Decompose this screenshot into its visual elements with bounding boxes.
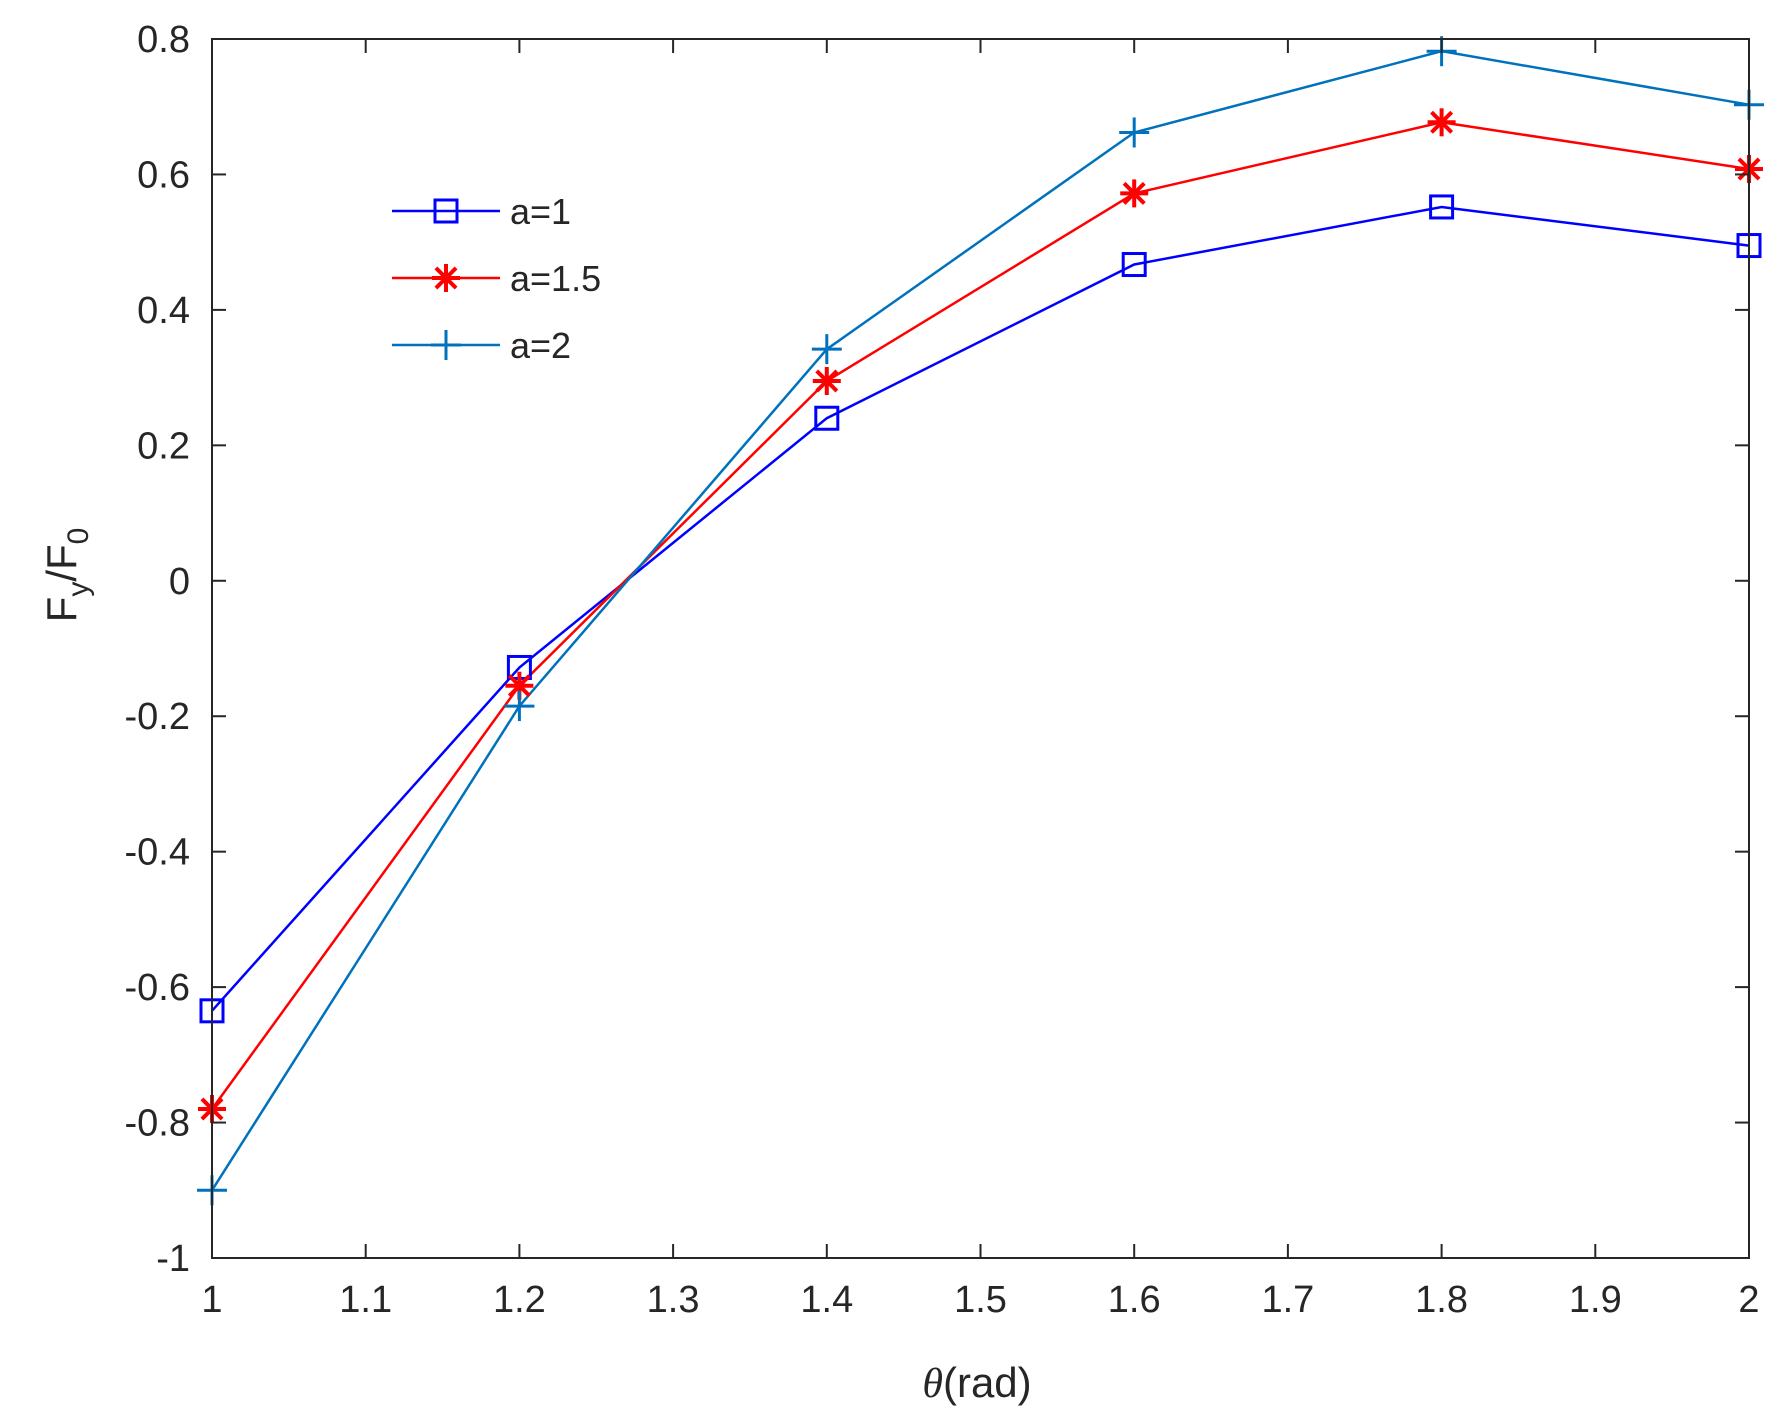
- x-tick-label-2: 1.1: [339, 1279, 392, 1321]
- series-1-point-5: [1429, 194, 1455, 220]
- y-tick-label-5: -0.2: [125, 696, 190, 738]
- y-axis-title: Fy/F0: [38, 528, 95, 623]
- y-tick-label-3: -0.6: [125, 967, 190, 1009]
- legend-label-2: a=1.5: [510, 258, 601, 299]
- legend-item-2: a=1.5: [392, 258, 601, 299]
- y-tick-label-6: 0: [169, 561, 190, 603]
- series-1-point-4: [1121, 252, 1147, 278]
- legend-item-3: a=2: [392, 325, 571, 366]
- y-axis-title-sub-y: y: [62, 582, 95, 597]
- plot-lines: [210, 49, 1750, 1191]
- y-tick-label-10: 0.8: [137, 19, 190, 61]
- series-2-point-5: [1427, 108, 1456, 137]
- x-tick-label-8: 1.7: [1261, 1279, 1314, 1321]
- series-1-point-3: [814, 405, 840, 431]
- legend-marker-2: [432, 264, 460, 292]
- y-tick-label-4: -0.4: [125, 832, 190, 874]
- series-3-point-3: [811, 334, 842, 365]
- y-tick-label-7: 0.2: [137, 425, 190, 467]
- series-1-point-4-shape: [1121, 252, 1147, 278]
- series-line-1: [211, 205, 1750, 1012]
- series-2-point-5-d2: [1430, 110, 1454, 134]
- x-tick-label-3: 1.2: [493, 1279, 546, 1321]
- legend: a=1 a=1.5 a=2: [392, 191, 601, 366]
- legend-label-3: a=2: [510, 325, 571, 366]
- y-axis-title-sep: /F: [38, 544, 85, 581]
- legend-label-1: a=1: [510, 191, 571, 232]
- x-tick-label-9: 1.8: [1415, 1279, 1468, 1321]
- legend-marker-1-shape: [433, 198, 459, 224]
- series-line-2: [210, 121, 1750, 1110]
- tick-labels: 1 1.1 1.2 1.3 1.4 1.5 1.6 1.7 1.8 1.9 2 -1 -0.8 -0.6 -…: [125, 19, 1760, 1321]
- x-axis-title-unit: (rad): [943, 1359, 1032, 1406]
- series-3-point-4: [1119, 117, 1150, 148]
- x-tick-label-4: 1.3: [647, 1279, 700, 1321]
- legend-item-1: a=1: [392, 191, 571, 232]
- y-axis-title-sub-0: 0: [62, 528, 95, 545]
- legend-marker-3: [431, 330, 461, 360]
- y-axis-title-base: F: [38, 597, 85, 623]
- x-axis-title-symbol: θ: [922, 1361, 943, 1407]
- x-tick-label-10: 1.9: [1569, 1279, 1622, 1321]
- axes: [211, 38, 1750, 1259]
- series-line-3: [210, 49, 1750, 1191]
- y-tick-label-2: -0.8: [125, 1103, 190, 1145]
- series-1-point-5-shape: [1429, 194, 1455, 220]
- x-tick-label-5: 1.4: [800, 1279, 853, 1321]
- series-2-point-4: [1120, 179, 1149, 208]
- x-tick-label-11: 2: [1738, 1279, 1759, 1321]
- series-1-point-3-shape: [814, 405, 840, 431]
- y-tick-label-1: -1: [156, 1238, 190, 1280]
- x-tick-label-7: 1.6: [1108, 1279, 1161, 1321]
- x-tick-label-1: 1: [201, 1279, 222, 1321]
- series-2-point-2-d2: [507, 674, 531, 698]
- legend-marker-1: [433, 198, 459, 224]
- series-3-point-2: [504, 691, 535, 722]
- series-2-point-3: [812, 366, 841, 395]
- x-tick-label-6: 1.5: [954, 1279, 1007, 1321]
- legend-marker-2-d2: [434, 266, 458, 290]
- series-2-point-3-d2: [815, 369, 839, 393]
- y-tick-label-8: 0.4: [137, 290, 190, 332]
- y-tick-label-9: 0.6: [137, 154, 190, 196]
- x-axis-title: θ(rad): [922, 1359, 1031, 1407]
- series-2-point-4-d2: [1122, 181, 1146, 205]
